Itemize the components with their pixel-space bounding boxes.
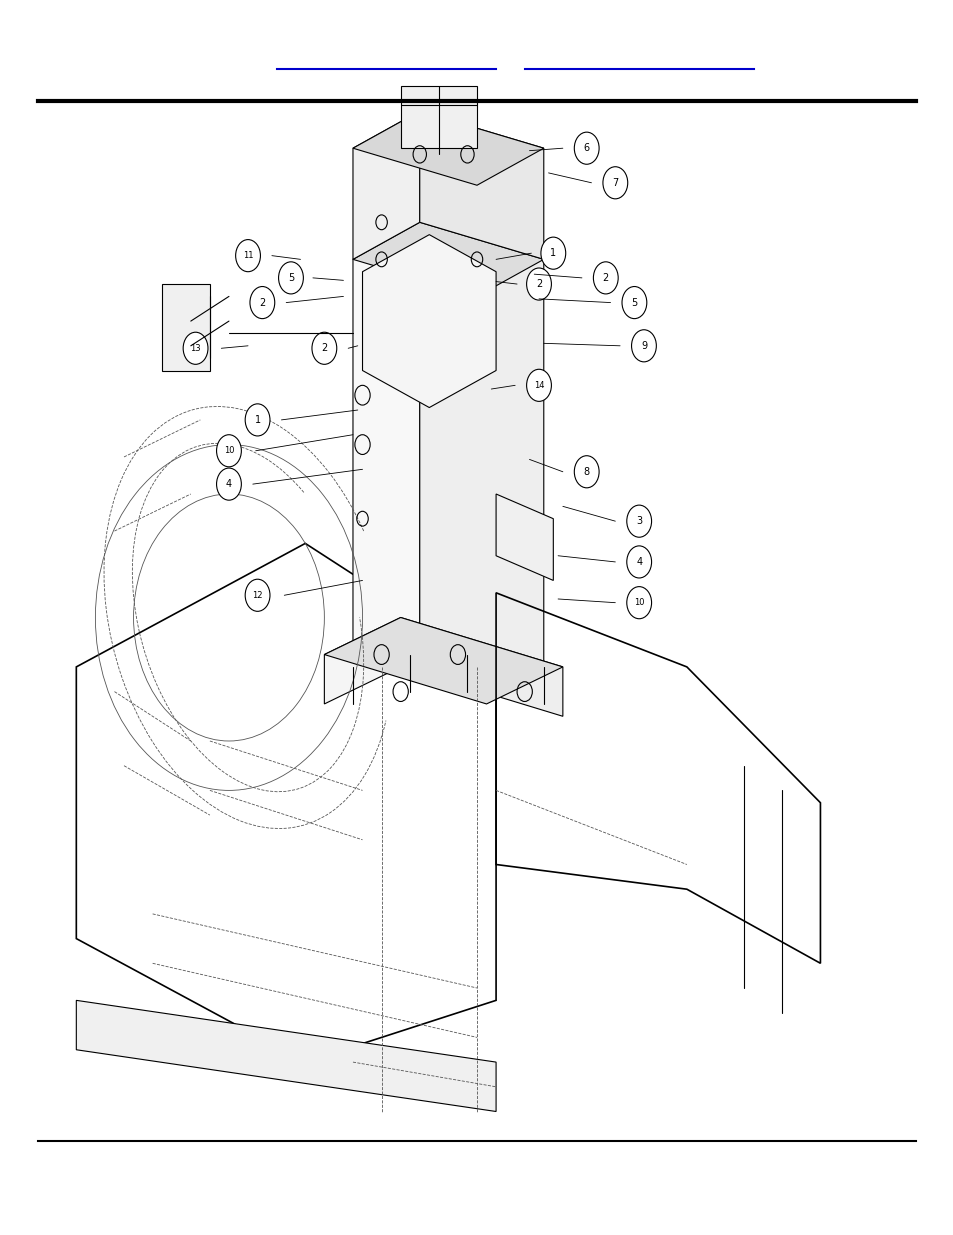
Text: 10: 10 bbox=[633, 598, 644, 608]
Polygon shape bbox=[76, 1000, 496, 1112]
Circle shape bbox=[216, 435, 241, 467]
Text: 9: 9 bbox=[640, 341, 646, 351]
Circle shape bbox=[526, 268, 551, 300]
Text: 2: 2 bbox=[321, 343, 327, 353]
Text: 4: 4 bbox=[636, 557, 641, 567]
Polygon shape bbox=[353, 111, 543, 185]
Polygon shape bbox=[353, 222, 419, 667]
Polygon shape bbox=[162, 284, 210, 370]
Polygon shape bbox=[362, 235, 496, 408]
Polygon shape bbox=[400, 86, 476, 148]
Polygon shape bbox=[353, 111, 419, 259]
Text: 11: 11 bbox=[242, 251, 253, 261]
Text: 8: 8 bbox=[583, 467, 589, 477]
Circle shape bbox=[245, 404, 270, 436]
Circle shape bbox=[621, 287, 646, 319]
Text: 7: 7 bbox=[612, 178, 618, 188]
Polygon shape bbox=[324, 618, 400, 704]
Circle shape bbox=[183, 332, 208, 364]
Polygon shape bbox=[353, 222, 543, 296]
Circle shape bbox=[574, 132, 598, 164]
Text: 5: 5 bbox=[631, 298, 637, 308]
Polygon shape bbox=[496, 494, 553, 580]
Text: 14: 14 bbox=[533, 380, 544, 390]
Text: 5: 5 bbox=[288, 273, 294, 283]
Text: 2: 2 bbox=[602, 273, 608, 283]
Circle shape bbox=[602, 167, 627, 199]
Text: 10: 10 bbox=[223, 446, 234, 456]
Circle shape bbox=[626, 505, 651, 537]
Circle shape bbox=[250, 287, 274, 319]
Text: 13: 13 bbox=[190, 343, 201, 353]
Circle shape bbox=[574, 456, 598, 488]
Text: 4: 4 bbox=[226, 479, 232, 489]
Circle shape bbox=[216, 468, 241, 500]
Text: 2: 2 bbox=[536, 279, 541, 289]
Circle shape bbox=[626, 587, 651, 619]
Circle shape bbox=[626, 546, 651, 578]
Text: 2: 2 bbox=[259, 298, 265, 308]
Polygon shape bbox=[400, 618, 562, 716]
Text: 1: 1 bbox=[254, 415, 260, 425]
Circle shape bbox=[540, 237, 565, 269]
Polygon shape bbox=[324, 618, 562, 704]
Polygon shape bbox=[419, 111, 543, 259]
Text: 1: 1 bbox=[550, 248, 556, 258]
Text: 3: 3 bbox=[636, 516, 641, 526]
Circle shape bbox=[278, 262, 303, 294]
Text: 12: 12 bbox=[252, 590, 263, 600]
Circle shape bbox=[631, 330, 656, 362]
Polygon shape bbox=[419, 222, 543, 667]
Circle shape bbox=[526, 369, 551, 401]
Circle shape bbox=[245, 579, 270, 611]
Text: 6: 6 bbox=[583, 143, 589, 153]
Circle shape bbox=[593, 262, 618, 294]
Circle shape bbox=[312, 332, 336, 364]
Circle shape bbox=[235, 240, 260, 272]
